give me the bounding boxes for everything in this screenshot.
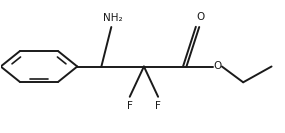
Text: F: F	[127, 101, 133, 111]
Text: F: F	[155, 101, 161, 111]
Text: NH₂: NH₂	[103, 13, 123, 23]
Text: O: O	[197, 12, 205, 22]
Text: O: O	[213, 61, 222, 72]
